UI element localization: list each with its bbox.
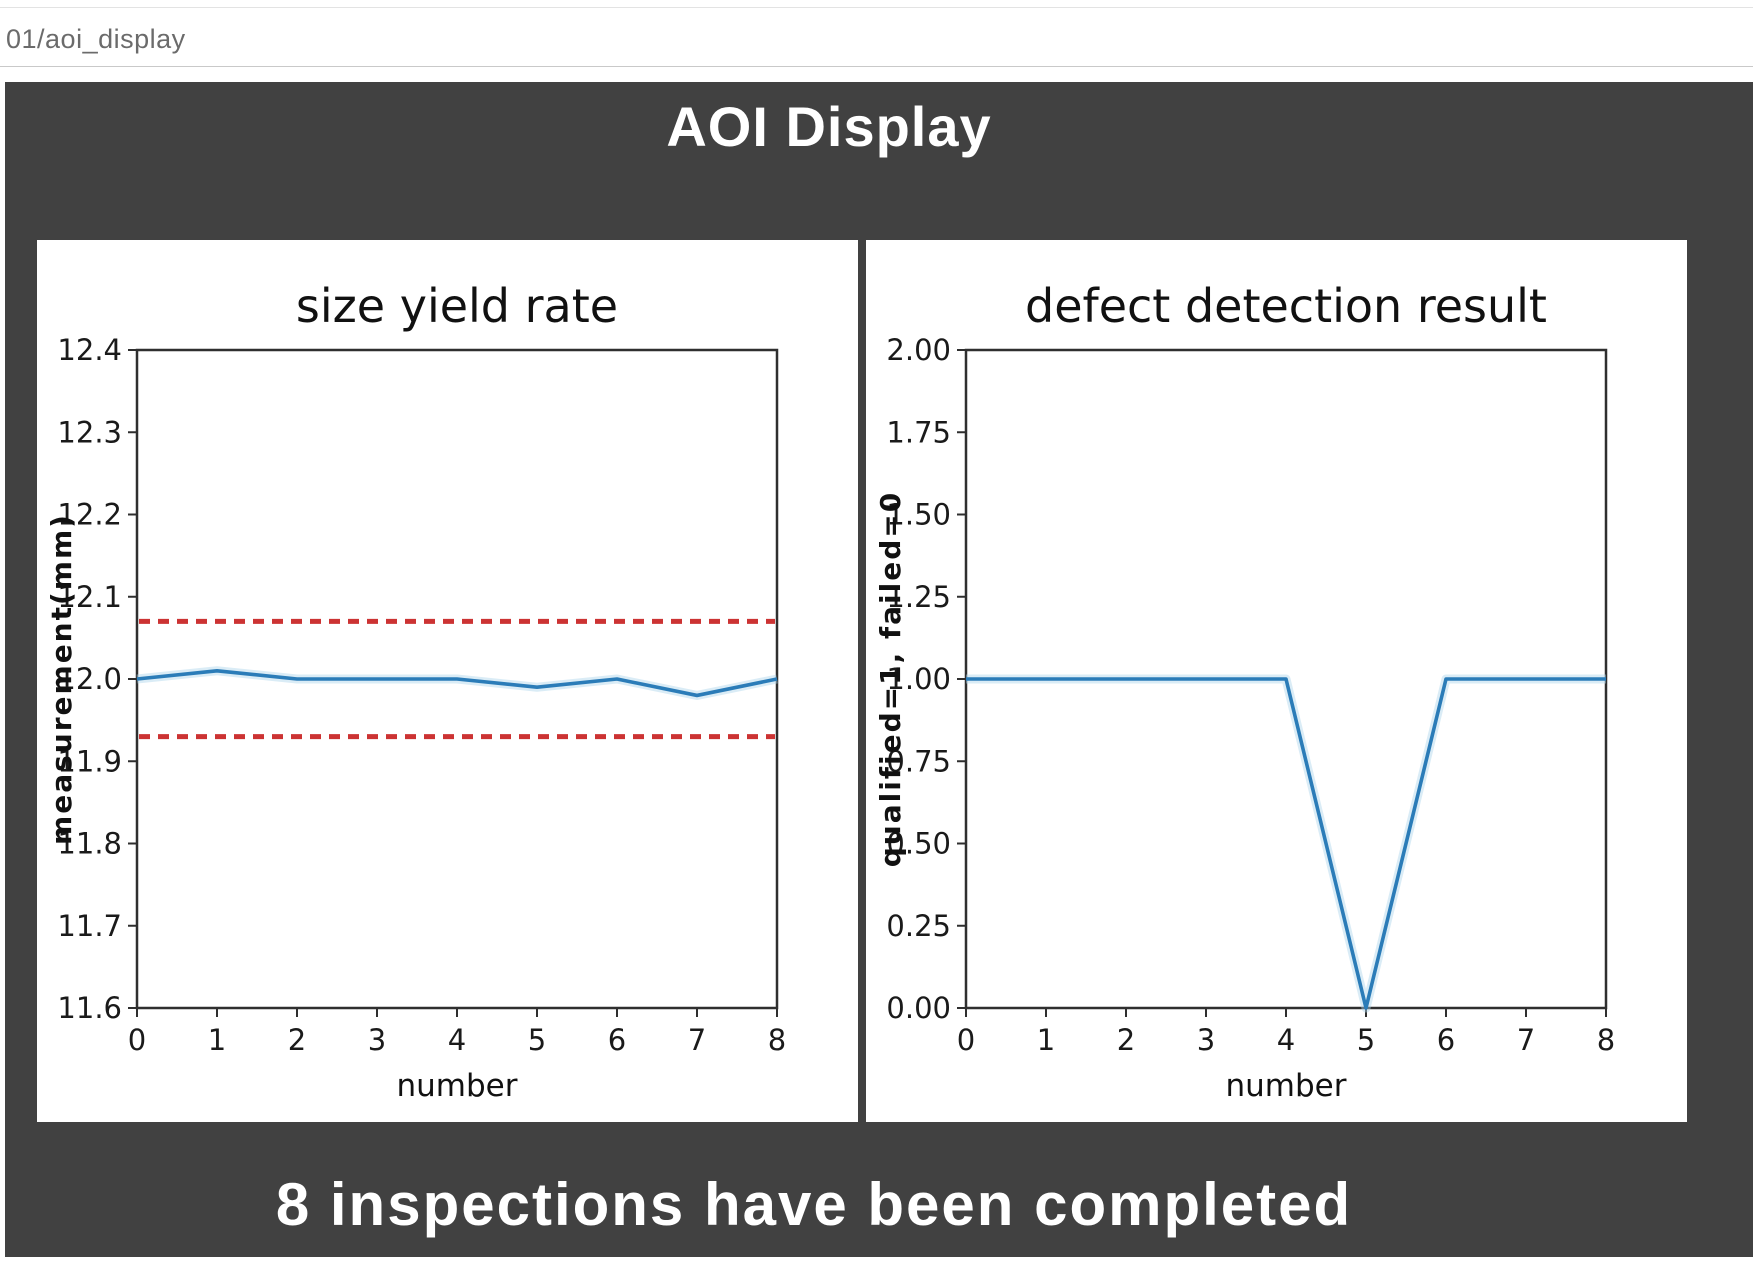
x-tick-label: 7	[1517, 1023, 1535, 1057]
y-tick-label: 1.50	[886, 498, 951, 532]
x-tick-label: 2	[1117, 1023, 1135, 1057]
x-tick-label: 1	[208, 1023, 226, 1057]
y-tick-label: 11.8	[57, 827, 122, 861]
x-tick-label: 2	[288, 1023, 306, 1057]
x-tick-label: 0	[128, 1023, 146, 1057]
y-tick-label: 11.9	[57, 744, 122, 778]
y-tick-label: 0.50	[886, 827, 951, 861]
x-tick-label: 7	[688, 1023, 706, 1057]
x-tick-label: 0	[957, 1023, 975, 1057]
y-tick-label: 1.00	[886, 662, 951, 696]
y-tick-label: 11.6	[57, 991, 122, 1025]
y-tick-label: 12.0	[57, 662, 122, 696]
chart-title: size yield rate	[296, 279, 618, 333]
aoi-display-panel: AOI Display size yield rate 0 1 2 3 4 5 6 7 8 11.6…	[5, 82, 1753, 1257]
defect-detection-result-card: defect detection result 0 1 2 3 4 5 6 7 8 0.00 0.25…	[866, 240, 1687, 1122]
x-tick-label: 4	[1277, 1023, 1295, 1057]
defect-detection-result-chart: defect detection result 0 1 2 3 4 5 6 7 8 0.00 0.25…	[866, 240, 1687, 1122]
y-tick-label: 1.25	[886, 580, 951, 614]
x-tick-label: 5	[1357, 1023, 1375, 1057]
size-yield-rate-card: size yield rate 0 1 2 3 4 5 6 7 8 11.6 11.7 11.8 11.9…	[37, 240, 858, 1122]
x-tick-label: 3	[1197, 1023, 1215, 1057]
x-tick-label: 8	[768, 1023, 786, 1057]
y-tick-label: 1.75	[886, 415, 951, 449]
x-tick-label: 8	[1597, 1023, 1615, 1057]
chart-background	[866, 240, 1687, 1122]
x-tick-label: 6	[608, 1023, 626, 1057]
chart-title: defect detection result	[1025, 279, 1547, 333]
x-tick-label: 4	[448, 1023, 466, 1057]
x-axis-label: number	[397, 1068, 518, 1104]
size-yield-rate-chart: size yield rate 0 1 2 3 4 5 6 7 8 11.6 11.7 11.8 11.9…	[37, 240, 858, 1122]
topbar-hairline	[0, 7, 1753, 8]
x-tick-label: 1	[1037, 1023, 1055, 1057]
y-tick-label: 12.3	[57, 415, 122, 449]
y-tick-label: 11.7	[57, 909, 122, 943]
chart-background	[37, 240, 858, 1122]
y-axis-label: measurement(mm)	[45, 513, 78, 845]
y-tick-label: 2.00	[886, 333, 951, 367]
y-tick-label: 12.4	[57, 333, 122, 367]
page-title: AOI Display	[666, 95, 992, 158]
x-tick-label: 3	[368, 1023, 386, 1057]
x-axis-label: number	[1226, 1068, 1347, 1104]
y-tick-label: 12.2	[57, 498, 122, 532]
series-line	[966, 677, 1606, 1010]
series-line	[136, 668, 778, 698]
y-tick-label: 0.75	[886, 744, 951, 778]
y-axis-label: qualified=1, failed=0	[874, 491, 907, 867]
y-tick-label: 0.25	[886, 909, 951, 943]
x-tick-label: 6	[1437, 1023, 1455, 1057]
x-tick-label: 5	[528, 1023, 546, 1057]
y-tick-label: 12.1	[57, 580, 122, 614]
status-message: 8 inspections have been completed	[275, 1171, 1353, 1238]
browser-top-bar: 01/aoi_display	[0, 0, 1753, 67]
y-tick-label: 0.00	[886, 991, 951, 1025]
breadcrumb-path-label: 01/aoi_display	[6, 24, 186, 54]
